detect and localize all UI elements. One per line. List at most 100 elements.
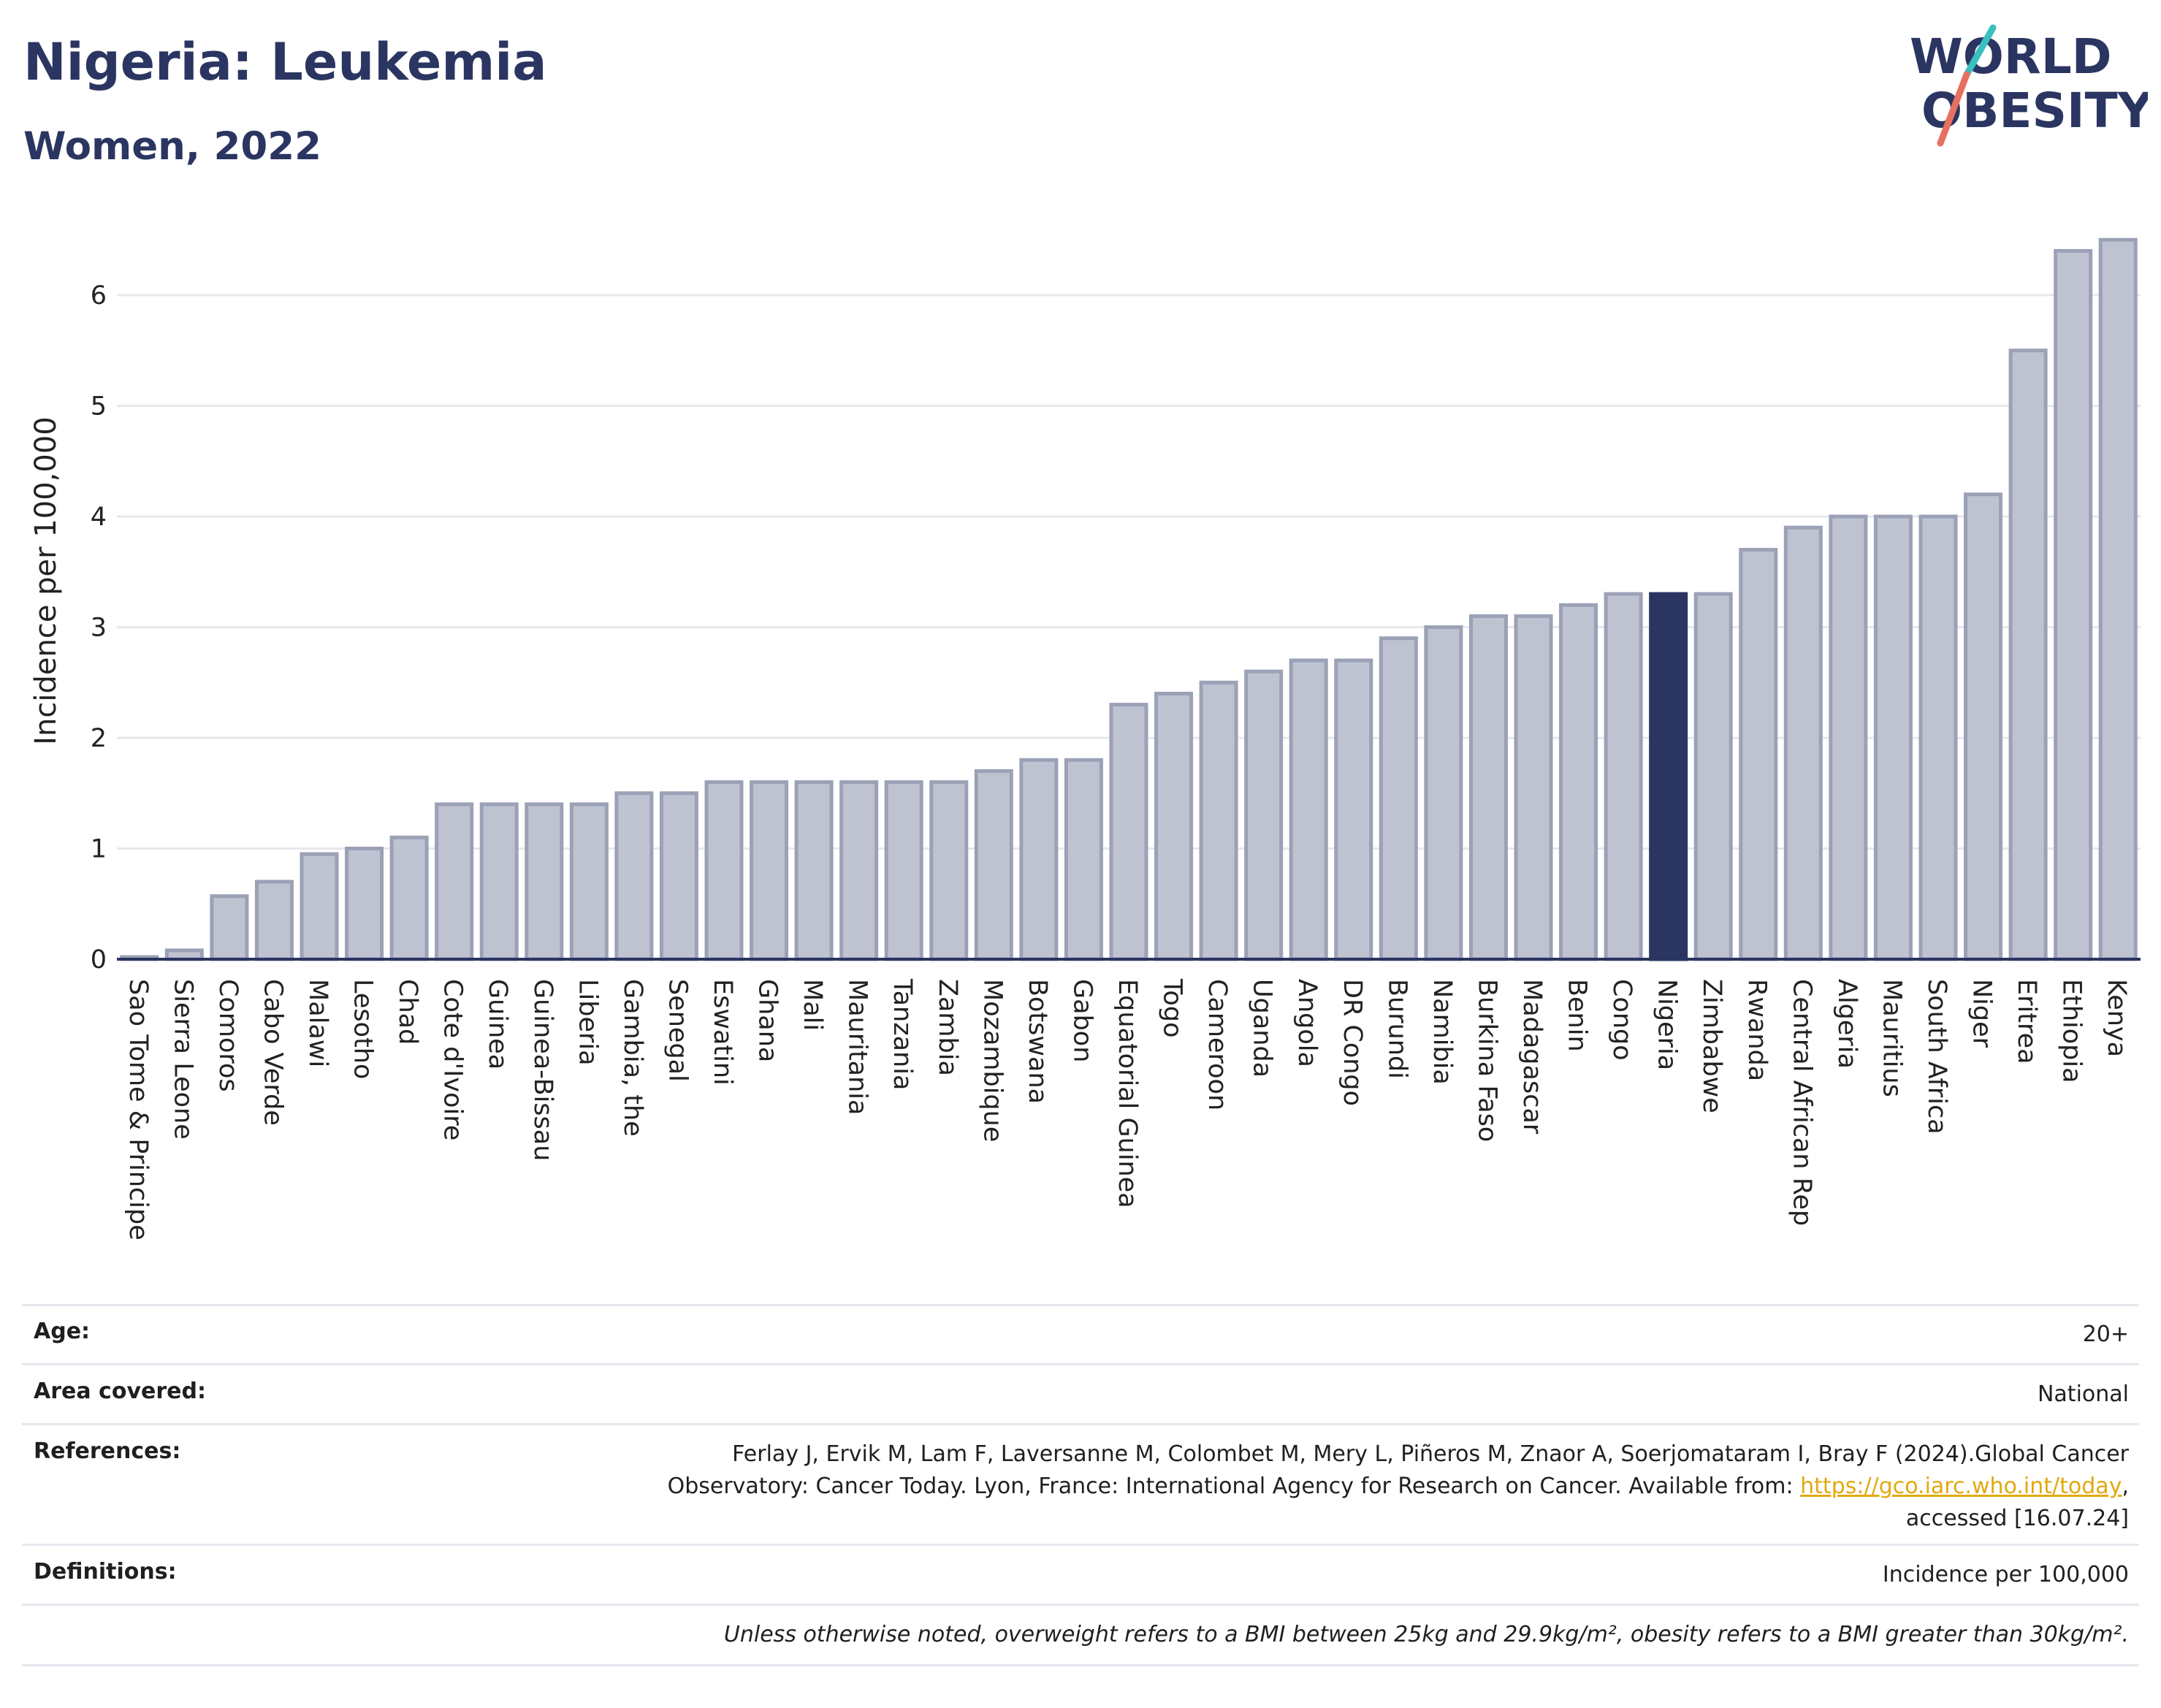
bar (1379, 636, 1418, 961)
bar (479, 802, 519, 961)
y-tick-label: 3 (91, 614, 107, 643)
x-tick-label: Uganda (1248, 979, 1277, 1078)
x-tick-label: Togo (1158, 978, 1187, 1037)
bar (1199, 680, 1238, 961)
logo-line1: WORLD (1910, 28, 2112, 85)
y-axis-title: Incidence per 100,000 (29, 416, 63, 745)
bar (1109, 703, 1148, 961)
bar (435, 802, 474, 961)
x-tick-label: Malawi (303, 979, 332, 1067)
x-tick-label: Cote d'Ivoire (438, 979, 468, 1140)
bar-highlighted (1649, 592, 1688, 961)
y-tick-label: 2 (91, 724, 107, 753)
x-tick-label: Congo (1607, 979, 1636, 1061)
age-label: Age: (34, 1319, 91, 1344)
bar (929, 780, 969, 961)
info-table: Age: 20+ Area covered: National Referenc… (22, 1304, 2139, 1666)
x-tick-label: Central African Rep (1787, 979, 1816, 1226)
x-tick-label: Botswana (1023, 979, 1052, 1104)
page-subtitle: Women, 2022 (23, 124, 321, 169)
x-tick-label: South Africa (1922, 979, 1951, 1135)
bar (1964, 492, 2003, 961)
x-tick-label: Kenya (2102, 979, 2131, 1057)
references-line2-pre: Observatory: Cancer Today. Lyon, France:… (667, 1473, 1801, 1499)
x-tick-label: Tanzania (888, 978, 917, 1090)
bar (884, 780, 923, 961)
x-tick-label: Ethiopia (2057, 979, 2086, 1083)
bmi-note: Unless otherwise noted, overweight refer… (723, 1622, 2129, 1647)
x-tick-label: Eritrea (2012, 979, 2041, 1064)
references-line2-post: , (2122, 1473, 2129, 1499)
x-tick-label: Gambia, the (618, 979, 647, 1137)
y-tick-label: 5 (91, 392, 107, 422)
bar (345, 847, 384, 961)
info-row-definitions: Definitions: Incidence per 100,000 (22, 1544, 2139, 1604)
x-tick-label: DR Congo (1338, 979, 1367, 1106)
x-tick-label: Guinea-Bissau (528, 979, 557, 1161)
bar (1693, 592, 1733, 961)
y-tick-label: 1 (91, 835, 107, 864)
bar-chart: 0 1 2 3 4 5 6 Sao Tome & Principe Sierra Leone Co… (29, 237, 2141, 1240)
x-tick-label: Cameroon (1203, 979, 1232, 1110)
world-obesity-logo: WORLD OBESITY (1910, 24, 2148, 147)
area-value: National (2037, 1381, 2129, 1407)
logo-slash-teal (1963, 24, 1997, 78)
bar (1873, 514, 1913, 961)
x-tick-label: Madagascar (1517, 979, 1547, 1135)
x-tick-label: Burundi (1382, 979, 1411, 1079)
x-tick-label: Zambia (933, 979, 962, 1076)
y-tick-label: 0 (91, 945, 107, 975)
info-row-area: Area covered: National (22, 1363, 2139, 1423)
info-row-age: Age: 20+ (22, 1304, 2139, 1363)
x-tick-label: Sao Tome & Principe (123, 979, 153, 1240)
x-tick-label: Liberia (573, 979, 602, 1066)
x-tick-label: Guinea (483, 979, 512, 1070)
x-tick-label: Sierra Leone (168, 979, 197, 1140)
bar (704, 780, 744, 961)
bar (1019, 758, 1059, 961)
bar (389, 835, 429, 961)
references-link[interactable]: https://gco.iarc.who.int/today (1800, 1473, 2122, 1499)
bar (750, 780, 789, 961)
bar (1604, 592, 1643, 961)
x-tick-label: Nigeria (1653, 979, 1682, 1070)
bar (1289, 658, 1328, 961)
x-tick-label: Senegal (663, 979, 692, 1082)
definitions-label: Definitions: (34, 1559, 177, 1585)
bar (1783, 525, 1823, 961)
bar (2008, 348, 2048, 961)
logo-slash-coral (1937, 71, 1970, 147)
bar (1918, 514, 1958, 961)
axes: 0 1 2 3 4 5 6 Sao Tome & Principe Sierra Leone Co… (91, 281, 2141, 1240)
x-tick-label: Niger (1967, 979, 1997, 1048)
references-line3: accessed [16.07.24] (1905, 1506, 2129, 1531)
bar (839, 780, 879, 961)
x-tick-label: Rwanda (1742, 979, 1772, 1081)
x-tick-label: Mauritania (843, 979, 872, 1115)
x-tick-label: Benin (1563, 979, 1592, 1052)
bar (1514, 614, 1553, 961)
x-tick-label: Eswatini (708, 979, 737, 1086)
bar (1244, 669, 1284, 961)
x-tick-label: Angola (1292, 979, 1322, 1067)
bar (614, 791, 654, 961)
x-tick-label: Mauritius (1877, 979, 1906, 1097)
bar (254, 880, 294, 961)
x-tick-label: Algeria (1832, 979, 1861, 1069)
x-tick-label: Zimbabwe (1697, 979, 1726, 1113)
x-tick-label: Cabo Verde (258, 979, 287, 1126)
bar (525, 802, 564, 961)
x-tick-label: Mozambique (977, 979, 1007, 1142)
x-tick-label: Chad (393, 979, 422, 1045)
definitions-value: Incidence per 100,000 (1882, 1562, 2129, 1587)
bar (794, 780, 834, 961)
references-line2: Observatory: Cancer Today. Lyon, France:… (22, 1471, 2129, 1503)
bar (1559, 603, 1598, 961)
bar (210, 894, 249, 961)
x-tick-label: Mali (798, 979, 827, 1031)
bar (1064, 758, 1103, 961)
page-title: Nigeria: Leukemia (23, 32, 547, 92)
info-row-references: References: Ferlay J, Ervik M, Lam F, La… (22, 1423, 2139, 1544)
bar (2098, 237, 2138, 961)
references-text: Ferlay J, Ervik M, Lam F, Laversanne M, … (22, 1425, 2139, 1535)
